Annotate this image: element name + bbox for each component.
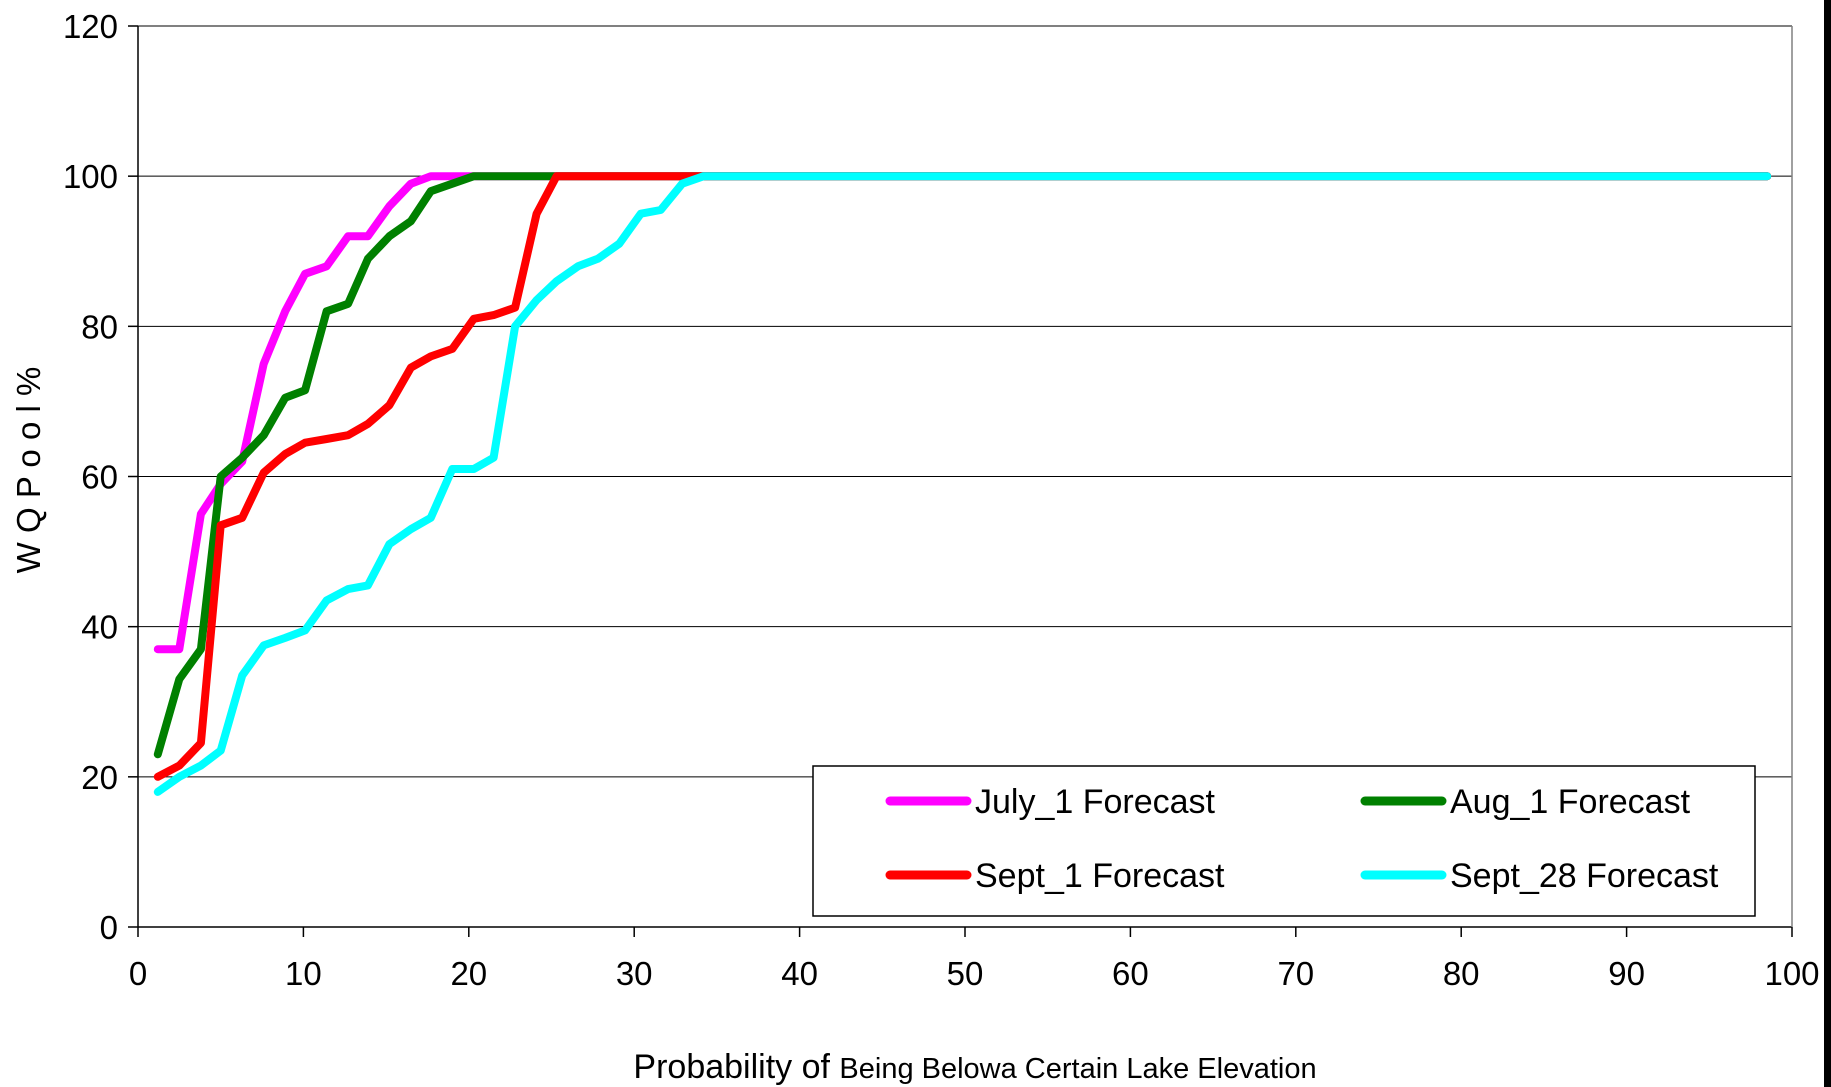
legend-label-4: Sept_28 Forecast xyxy=(1450,857,1719,895)
legend: July_1 Forecast Aug_1 Forecast Sept_1 Fore… xyxy=(812,765,1756,917)
legend-label-1: July_1 Forecast xyxy=(975,783,1216,821)
y-tick-label-3: 60 xyxy=(81,459,118,496)
series-line-4 xyxy=(153,172,1772,796)
y-tick-label-4: 80 xyxy=(81,308,118,345)
x-tick-label-8: 80 xyxy=(1443,955,1480,992)
x-tick-label-3: 30 xyxy=(616,955,653,992)
series-line-2 xyxy=(153,172,1772,759)
y-tick-label-1: 20 xyxy=(81,759,118,796)
series-line-1 xyxy=(153,172,1772,654)
legend-box xyxy=(812,765,1756,917)
legend-label-3: Sept_1 Forecast xyxy=(975,857,1225,895)
x-axis-title-rest: Being Belowa Certain Lake Elevation xyxy=(839,1053,1316,1085)
x-tick-label-2: 20 xyxy=(450,955,487,992)
x-tick-label-9: 90 xyxy=(1608,955,1645,992)
x-tick-label-7: 70 xyxy=(1277,955,1314,992)
y-axis-title: W Q P o o l % xyxy=(10,367,47,574)
x-tick-label-0: 0 xyxy=(129,955,147,992)
y-tick-label-0: 0 xyxy=(100,909,118,946)
y-tick-label-6: 120 xyxy=(63,8,118,45)
x-axis-title-main: Probability of xyxy=(633,1048,830,1086)
series-line-3 xyxy=(153,172,1772,781)
legend-label-2: Aug_1 Forecast xyxy=(1450,783,1691,821)
y-tick-label-5: 100 xyxy=(63,158,118,195)
x-tick-label-5: 50 xyxy=(947,955,984,992)
series-lines xyxy=(153,172,1772,796)
x-tick-label-6: 60 xyxy=(1112,955,1149,992)
x-axis-ticks: 0 10 20 30 40 50 60 70 80 90 100 xyxy=(129,927,1820,992)
y-tick-label-2: 40 xyxy=(81,609,118,646)
x-tick-label-1: 10 xyxy=(285,955,322,992)
x-tick-label-10: 100 xyxy=(1764,955,1819,992)
x-tick-label-4: 40 xyxy=(781,955,818,992)
y-axis-ticks: 0 20 40 60 80 100 120 xyxy=(63,8,138,946)
right-frame-bar xyxy=(1824,0,1831,1087)
x-axis-title: Probability of Being Belowa Certain Lake… xyxy=(633,1048,1316,1086)
